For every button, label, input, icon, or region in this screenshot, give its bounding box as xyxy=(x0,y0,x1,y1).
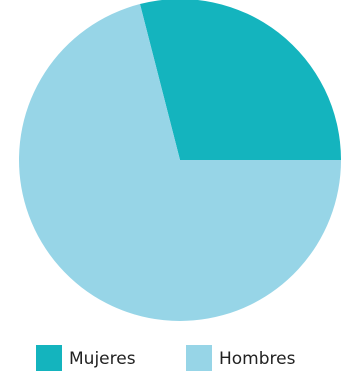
pie-slice xyxy=(139,0,341,160)
legend-swatch xyxy=(36,345,62,371)
pie-slice xyxy=(19,4,342,322)
legend-swatch xyxy=(186,345,212,371)
legend-label: Hombres xyxy=(219,349,296,369)
legend-label: Mujeres xyxy=(69,349,136,369)
